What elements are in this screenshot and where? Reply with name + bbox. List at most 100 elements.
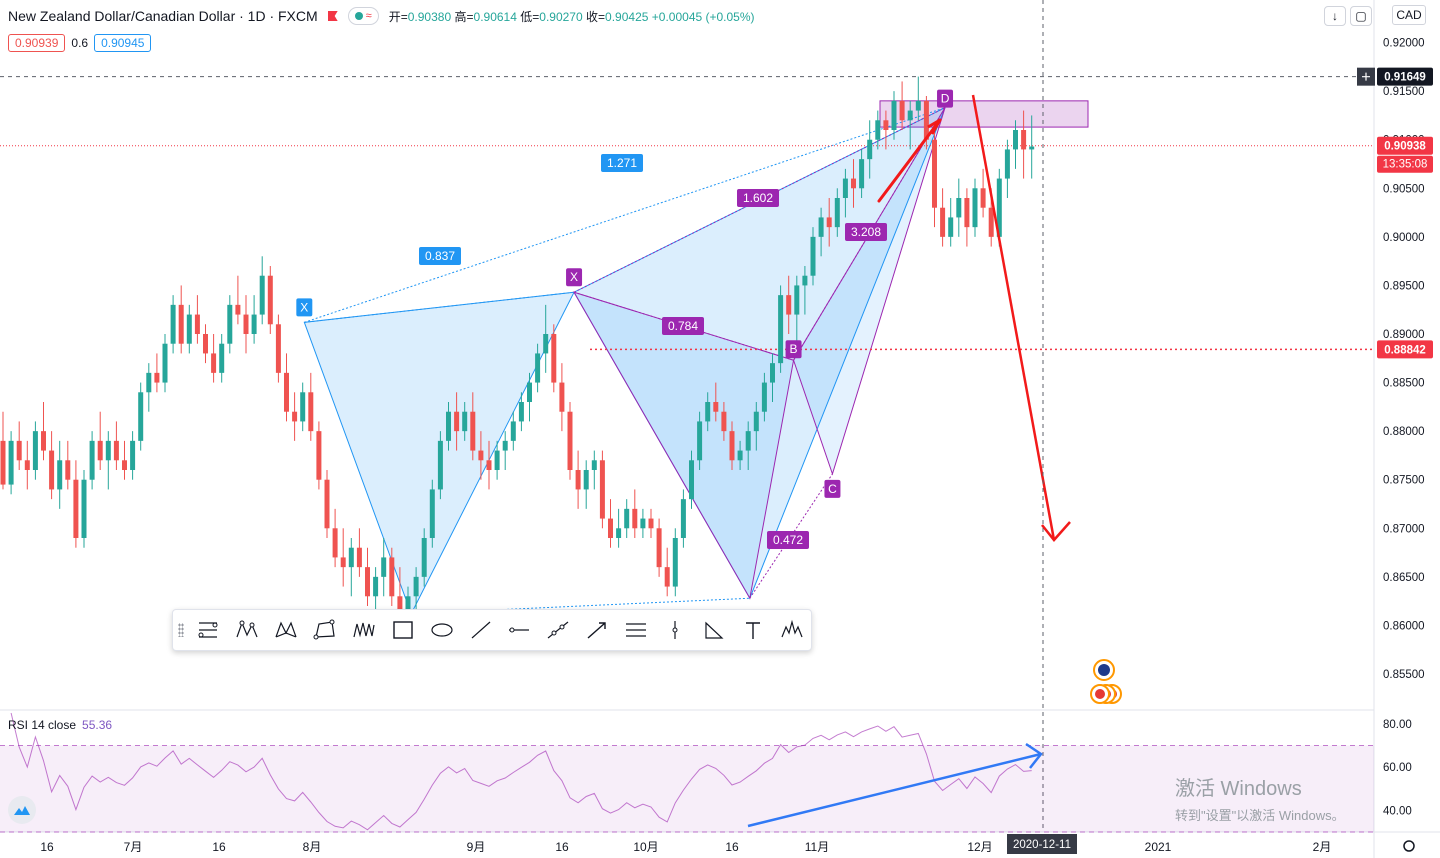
y-tick-label: 0.87000 <box>1383 523 1425 535</box>
collapse-icon[interactable]: ↓ <box>1324 6 1346 26</box>
candle-body <box>138 392 144 441</box>
candle-body <box>292 411 298 422</box>
candle-body <box>745 431 751 451</box>
y-tick-label: 0.87500 <box>1383 475 1425 487</box>
candle-body <box>527 382 532 402</box>
extended-line-icon[interactable] <box>539 610 578 650</box>
candle-body <box>324 479 330 529</box>
candle-body <box>348 547 354 568</box>
candle-body <box>535 353 541 383</box>
candle-body <box>632 508 638 529</box>
candle-body <box>697 421 703 461</box>
triangle-icon[interactable] <box>694 610 733 650</box>
three-drives-icon[interactable] <box>345 610 384 650</box>
market-status-pill[interactable]: ≈ <box>347 7 379 25</box>
crosshair-price-label-text: 0.91649 <box>1384 72 1426 84</box>
candle-body <box>8 440 14 485</box>
candle-body <box>89 440 95 480</box>
ellipse-icon[interactable] <box>422 610 461 650</box>
pattern-point-label: C <box>828 482 837 496</box>
candle-body <box>16 440 22 461</box>
candle-body <box>340 557 346 568</box>
trend-line-icon[interactable] <box>461 610 500 650</box>
candle-body <box>972 188 978 228</box>
candle-body <box>178 304 184 344</box>
candle-body <box>883 120 889 130</box>
ratio-label: 1.602 <box>743 191 773 205</box>
ask-price[interactable]: 0.90945 <box>94 34 152 52</box>
candle-body <box>1004 149 1010 179</box>
spread-value: 0.6 <box>71 36 89 50</box>
candle-body <box>130 440 136 470</box>
y-tick-label: 0.86500 <box>1383 572 1425 584</box>
ratio-label: 0.472 <box>773 533 803 547</box>
harmonic-purple-ac <box>749 473 833 599</box>
drag-handle-icon[interactable] <box>178 623 184 637</box>
candle-body <box>834 198 840 228</box>
head-shoulders-icon[interactable] <box>772 610 811 650</box>
candle-body <box>478 450 484 461</box>
flag-icon[interactable] <box>327 11 338 21</box>
candle-body <box>57 460 63 490</box>
text-icon[interactable] <box>733 610 772 650</box>
candle-body <box>413 576 419 597</box>
candle-body <box>713 402 719 412</box>
red-down-arrow <box>971 94 1056 541</box>
bid-ask-box: 0.90939 0.6 0.90945 <box>8 33 152 53</box>
candle-body <box>599 460 605 519</box>
harmonic-purple-bd <box>793 107 946 361</box>
candle-body <box>851 178 856 189</box>
rsi-line <box>10 712 1032 831</box>
candle-body <box>454 411 460 432</box>
y-tick-label: 0.89500 <box>1383 280 1425 292</box>
fullscreen-icon[interactable]: ▢ <box>1350 6 1372 26</box>
candle-body <box>405 596 411 616</box>
tradingview-logo-icon[interactable] <box>8 796 36 824</box>
candle-body <box>389 557 395 597</box>
candle-body <box>899 100 905 121</box>
x-tick-label: 11月 <box>805 840 829 854</box>
candle-body <box>494 450 500 470</box>
candle-body <box>802 275 808 286</box>
abcd-pattern-icon[interactable] <box>306 610 345 650</box>
horizontal-ray-icon[interactable] <box>500 610 539 650</box>
pattern-point-C <box>824 479 841 498</box>
candle-body <box>859 159 865 189</box>
blue-up-arrowhead <box>1025 742 1043 769</box>
pattern-point-label: B <box>790 342 798 356</box>
candle-body <box>996 178 1002 237</box>
candle-body <box>980 188 986 208</box>
crosshair-price-label <box>1377 67 1433 86</box>
candle-body <box>591 460 597 470</box>
candle-body <box>316 431 322 480</box>
settings-gear-icon <box>1403 840 1415 852</box>
candle-body <box>907 110 913 121</box>
rectangle-icon[interactable] <box>383 610 422 650</box>
candle-body <box>219 343 225 373</box>
xabcd-pattern-icon[interactable] <box>228 610 267 650</box>
candle-body <box>24 460 30 470</box>
candle-body <box>203 334 208 354</box>
parallel-channel-icon[interactable] <box>617 610 656 650</box>
vertical-line-icon[interactable] <box>656 610 695 650</box>
red-up-arrowhead <box>927 118 942 135</box>
bid-price[interactable]: 0.90939 <box>8 34 66 52</box>
arrow-icon[interactable] <box>578 610 617 650</box>
candle-body <box>923 100 929 140</box>
pattern-point-label: X <box>570 270 578 284</box>
candle-body <box>1021 130 1027 150</box>
candle-body <box>113 440 119 461</box>
x-tick-label: 7月 <box>124 840 143 854</box>
crosshair-date-text: 2020-12-11 <box>1013 839 1071 851</box>
ratio-label: 0.784 <box>668 319 698 333</box>
candle-body <box>194 314 200 334</box>
candle-body <box>729 431 735 461</box>
rsi-legend[interactable]: RSI 14 close 55.36 <box>8 718 113 732</box>
fib-retracement-icon[interactable] <box>189 610 228 650</box>
cypher-pattern-icon[interactable] <box>267 610 306 650</box>
candle-body <box>770 363 775 383</box>
candle-body <box>146 372 152 393</box>
symbol-title[interactable]: New Zealand Dollar/Canadian Dollar · 1D … <box>8 8 318 24</box>
currency-selector[interactable]: CAD <box>1392 5 1426 25</box>
